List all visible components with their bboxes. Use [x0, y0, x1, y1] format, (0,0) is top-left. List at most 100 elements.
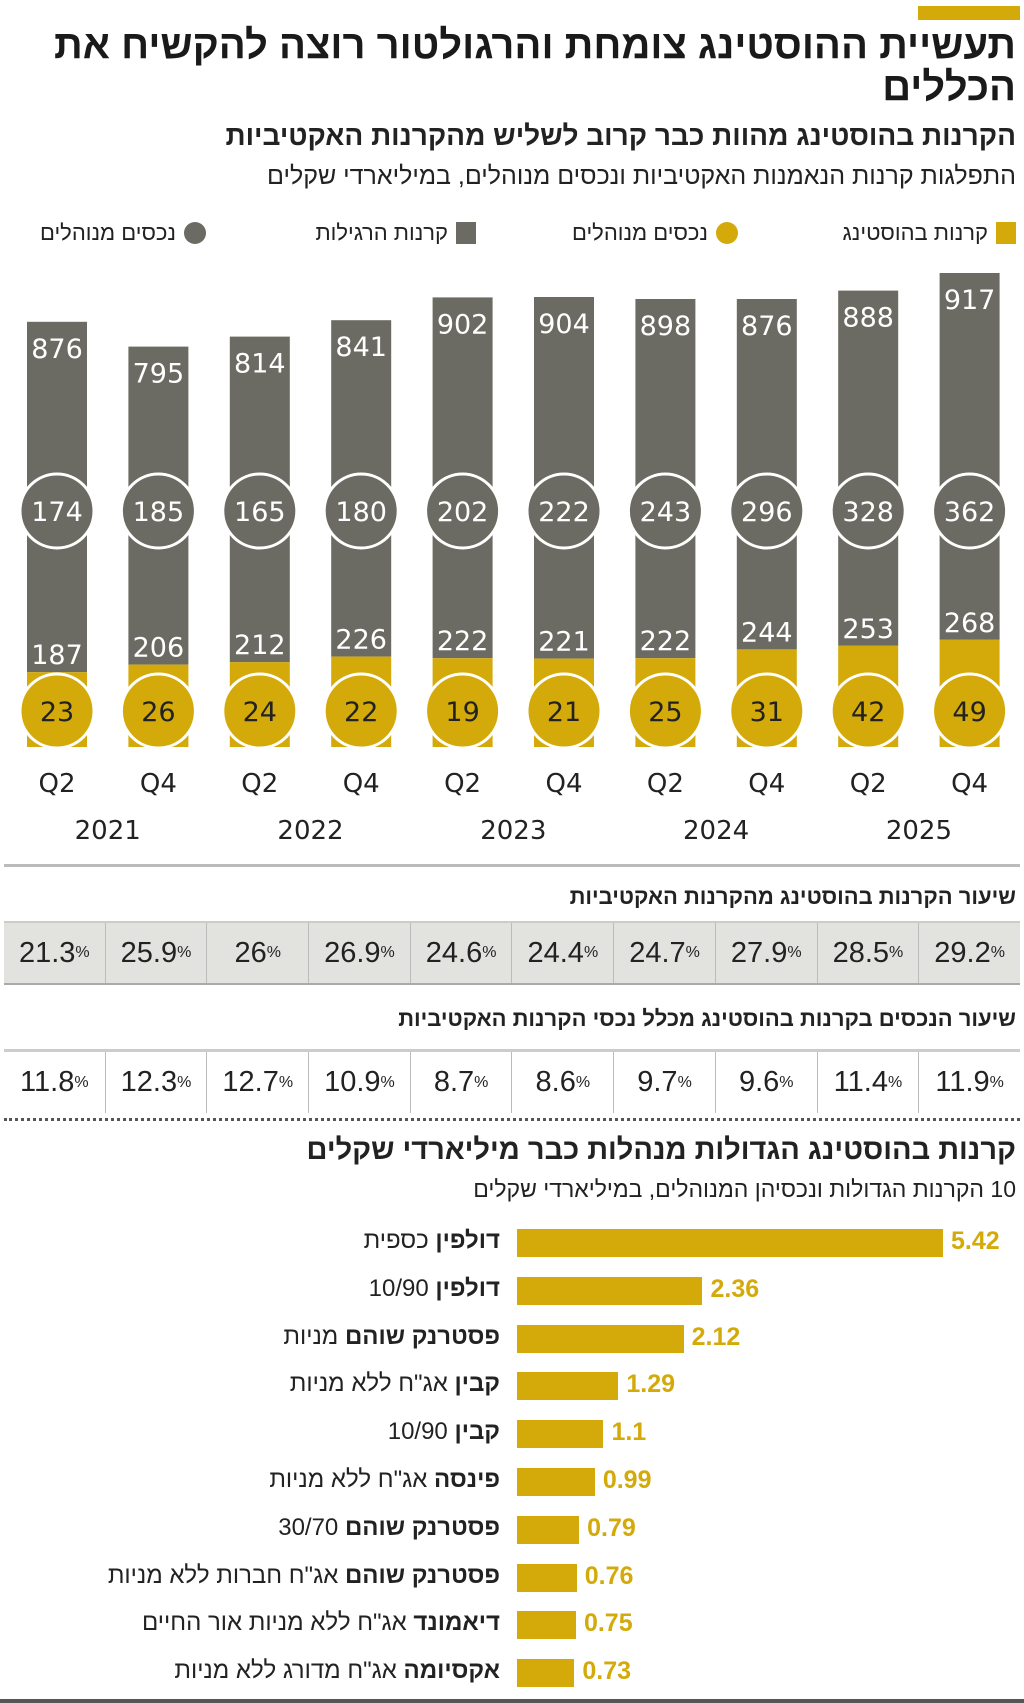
circle-hosting-assets — [424, 672, 502, 750]
table-cell: 24.7% — [613, 923, 715, 983]
label-regular-funds: 902 — [437, 309, 489, 340]
bar-row: דולפין כספית 5.42 — [0, 1227, 1024, 1257]
bar-row: פינסה אג"ח ללא מניות 0.99 — [0, 1466, 1024, 1496]
bar-value-label: 0.99 — [602, 1466, 652, 1494]
cell-unit: % — [575, 1073, 591, 1091]
quarter-tick-label: Q4 — [748, 769, 785, 799]
fund-name: פסטרנק שוהם 30/70 — [278, 1514, 500, 1542]
dotted-divider — [4, 1118, 1020, 1121]
circle-hosting-assets — [626, 672, 704, 750]
cell-value: 11.9 — [935, 1066, 990, 1098]
label-hosting-funds: 268 — [944, 608, 996, 639]
cell-value: 9.7 — [637, 1066, 678, 1098]
table-cell: 8.6% — [511, 1052, 613, 1113]
label-regular-assets: 165 — [234, 497, 286, 528]
label-regular-assets: 202 — [437, 497, 489, 528]
table-cell: 8.7% — [409, 1052, 512, 1113]
bar-row: פסטרנק שוהם מניות 2.12 — [0, 1323, 1024, 1353]
year-tick-label: 2022 — [277, 816, 343, 846]
label-regular-funds: 898 — [640, 311, 692, 342]
legend-label: נכסים מנוהלים — [571, 220, 708, 245]
cell-value: 10.9 — [324, 1066, 381, 1098]
cell-value: 24.4 — [527, 936, 584, 969]
bar-row: קבין אג"ח ללא מניות 1.29 — [0, 1370, 1024, 1401]
legend-hosting-assets: נכסים מנוהלים — [572, 220, 738, 246]
circle-regular-assets — [424, 472, 502, 550]
table-cell: 9.6% — [714, 1052, 817, 1113]
stacked-bar-chart: 876 187 174 23 Q2 795 206 185 26 Q4 814 212 165 24 Q2 8… — [18, 273, 1009, 846]
label-regular-funds: 917 — [944, 285, 996, 316]
cell-value: 8.6 — [535, 1066, 576, 1098]
table-cell: 11.9% — [918, 1052, 1020, 1113]
label-regular-assets: 185 — [133, 497, 185, 528]
table-cell: 10.9% — [308, 1052, 410, 1113]
label-regular-funds: 814 — [234, 349, 286, 380]
circle-regular-assets — [728, 472, 806, 550]
bar-row: דולפין 10/90 2.36 — [0, 1275, 1024, 1305]
fund-name: קבין אג"ח ללא מניות — [290, 1370, 500, 1398]
cell-unit: % — [75, 944, 90, 961]
bar-value-label: 1.29 — [626, 1370, 676, 1399]
fund-name: פינסה אג"ח ללא מניות — [269, 1466, 500, 1494]
fund-type: 10/90 — [368, 1274, 436, 1302]
fund-type: מניות — [283, 1322, 345, 1350]
label-regular-assets: 180 — [335, 497, 387, 528]
label-regular-assets: 174 — [31, 497, 83, 528]
circle-hosting-assets — [119, 672, 197, 750]
fund-manager: פסטרנק שוהם — [344, 1513, 500, 1541]
bar — [517, 1515, 580, 1544]
label-regular-funds: 841 — [335, 332, 387, 363]
label-regular-funds: 904 — [538, 309, 590, 340]
label-hosting-assets: 23 — [40, 697, 74, 728]
bar-value-label: 2.36 — [710, 1274, 760, 1303]
table-cell: 12.3% — [104, 1052, 207, 1113]
circle-hosting-assets — [18, 672, 96, 750]
chart-title: הקרנות בהוסטינג מהוות כבר קרוב לשליש מהק… — [225, 120, 1016, 151]
bar-regular-funds — [838, 290, 899, 646]
cell-unit: % — [278, 1073, 294, 1091]
cell-unit: % — [779, 1073, 794, 1091]
bar-row: אקסיומה אג"ח מדורג ללא מניות 0.73 — [0, 1657, 1024, 1688]
cell-unit: % — [380, 1073, 395, 1091]
label-hosting-funds: 221 — [538, 627, 590, 658]
cell-unit: % — [583, 944, 599, 961]
legend-regular-assets: נכסים מנוהלים — [40, 220, 206, 246]
quarter-tick-label: Q2 — [241, 769, 278, 799]
bar — [517, 1611, 576, 1640]
bar-value-label: 0.73 — [582, 1657, 632, 1686]
fund-type: אג"ח ללא מניות אור החיים — [142, 1609, 414, 1637]
bottom-rule — [0, 1699, 1024, 1703]
cell-unit: % — [177, 1073, 192, 1091]
quarter-tick-label: Q4 — [545, 769, 582, 799]
quarter-tick-label: Q2 — [647, 769, 684, 799]
cell-value: 8.7 — [433, 1066, 475, 1098]
bar-value-label: 0.76 — [584, 1561, 634, 1590]
accent-bar — [918, 6, 1020, 20]
legend-label: קרנות בהוסטינג — [842, 220, 988, 245]
fund-type: כספית — [363, 1227, 436, 1254]
label-hosting-assets: 24 — [243, 697, 277, 728]
cell-value: 11.8 — [20, 1066, 75, 1098]
table-cell: 21.3% — [4, 923, 105, 983]
table-cell: 27.9% — [714, 923, 817, 983]
square-swatch-icon — [456, 222, 476, 244]
year-tick-label: 2021 — [75, 816, 141, 846]
table-cell: 11.8% — [4, 1052, 105, 1113]
fund-manager: פסטרנק שוהם — [344, 1322, 500, 1350]
cell-unit: % — [990, 944, 1005, 961]
table-cell: 9.7% — [613, 1052, 715, 1113]
label-hosting-funds: 222 — [640, 626, 692, 657]
cell-unit: % — [177, 944, 192, 961]
fund-manager: דיאמונד — [413, 1609, 500, 1637]
quarter-tick-label: Q4 — [343, 769, 380, 799]
bar — [517, 1229, 943, 1257]
bar-value-label: 0.75 — [583, 1609, 633, 1638]
bar-row: קבין 10/90 1.1 — [0, 1418, 1024, 1449]
fund-type: אג"ח ללא מניות — [269, 1466, 435, 1493]
fund-type: אג"ח מדורג ללא מניות — [174, 1657, 404, 1685]
circle-swatch-icon — [184, 222, 206, 244]
cell-unit: % — [889, 944, 904, 961]
circle-swatch-icon — [716, 222, 738, 244]
label-hosting-assets: 31 — [750, 697, 784, 728]
cell-unit: % — [787, 944, 802, 961]
